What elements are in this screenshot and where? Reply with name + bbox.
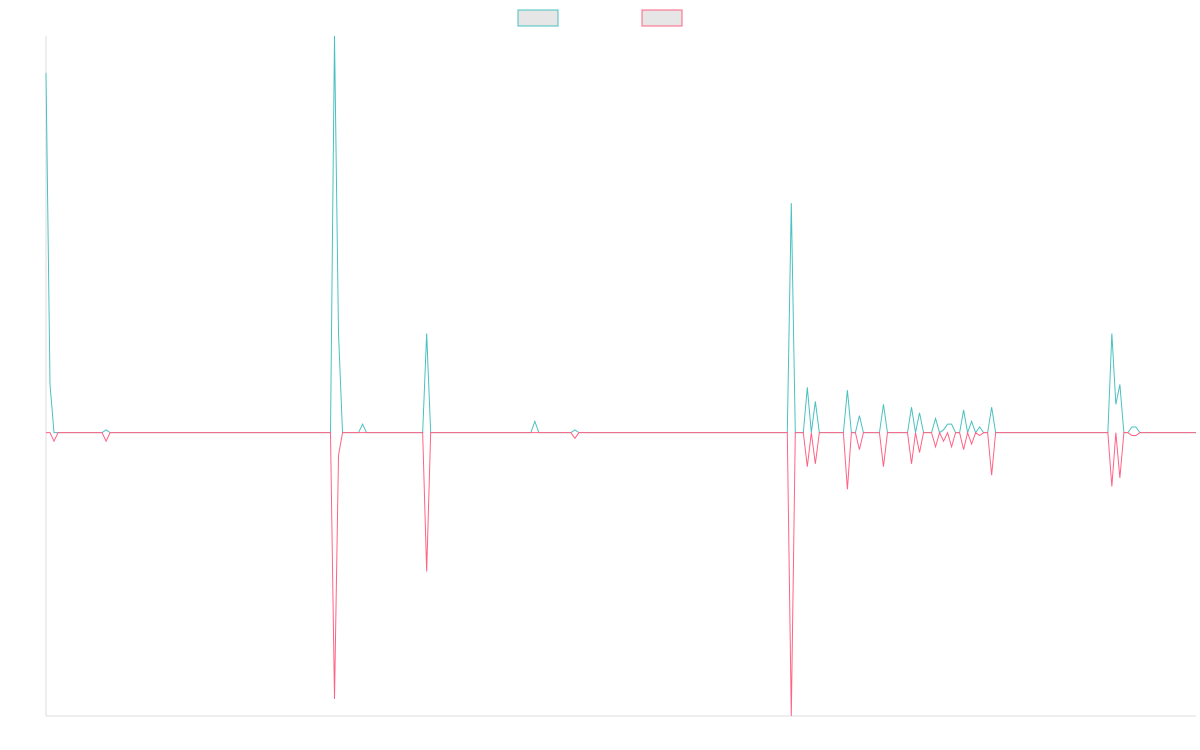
- series-line-1: [45, 35, 1196, 435]
- legend-swatch-2[interactable]: [641, 9, 683, 27]
- legend-swatch-1[interactable]: [517, 9, 559, 27]
- legend: [517, 9, 683, 27]
- series-line-2: [46, 430, 1196, 717]
- series-layer: [45, 35, 1196, 717]
- chart-axes: [45, 36, 1196, 717]
